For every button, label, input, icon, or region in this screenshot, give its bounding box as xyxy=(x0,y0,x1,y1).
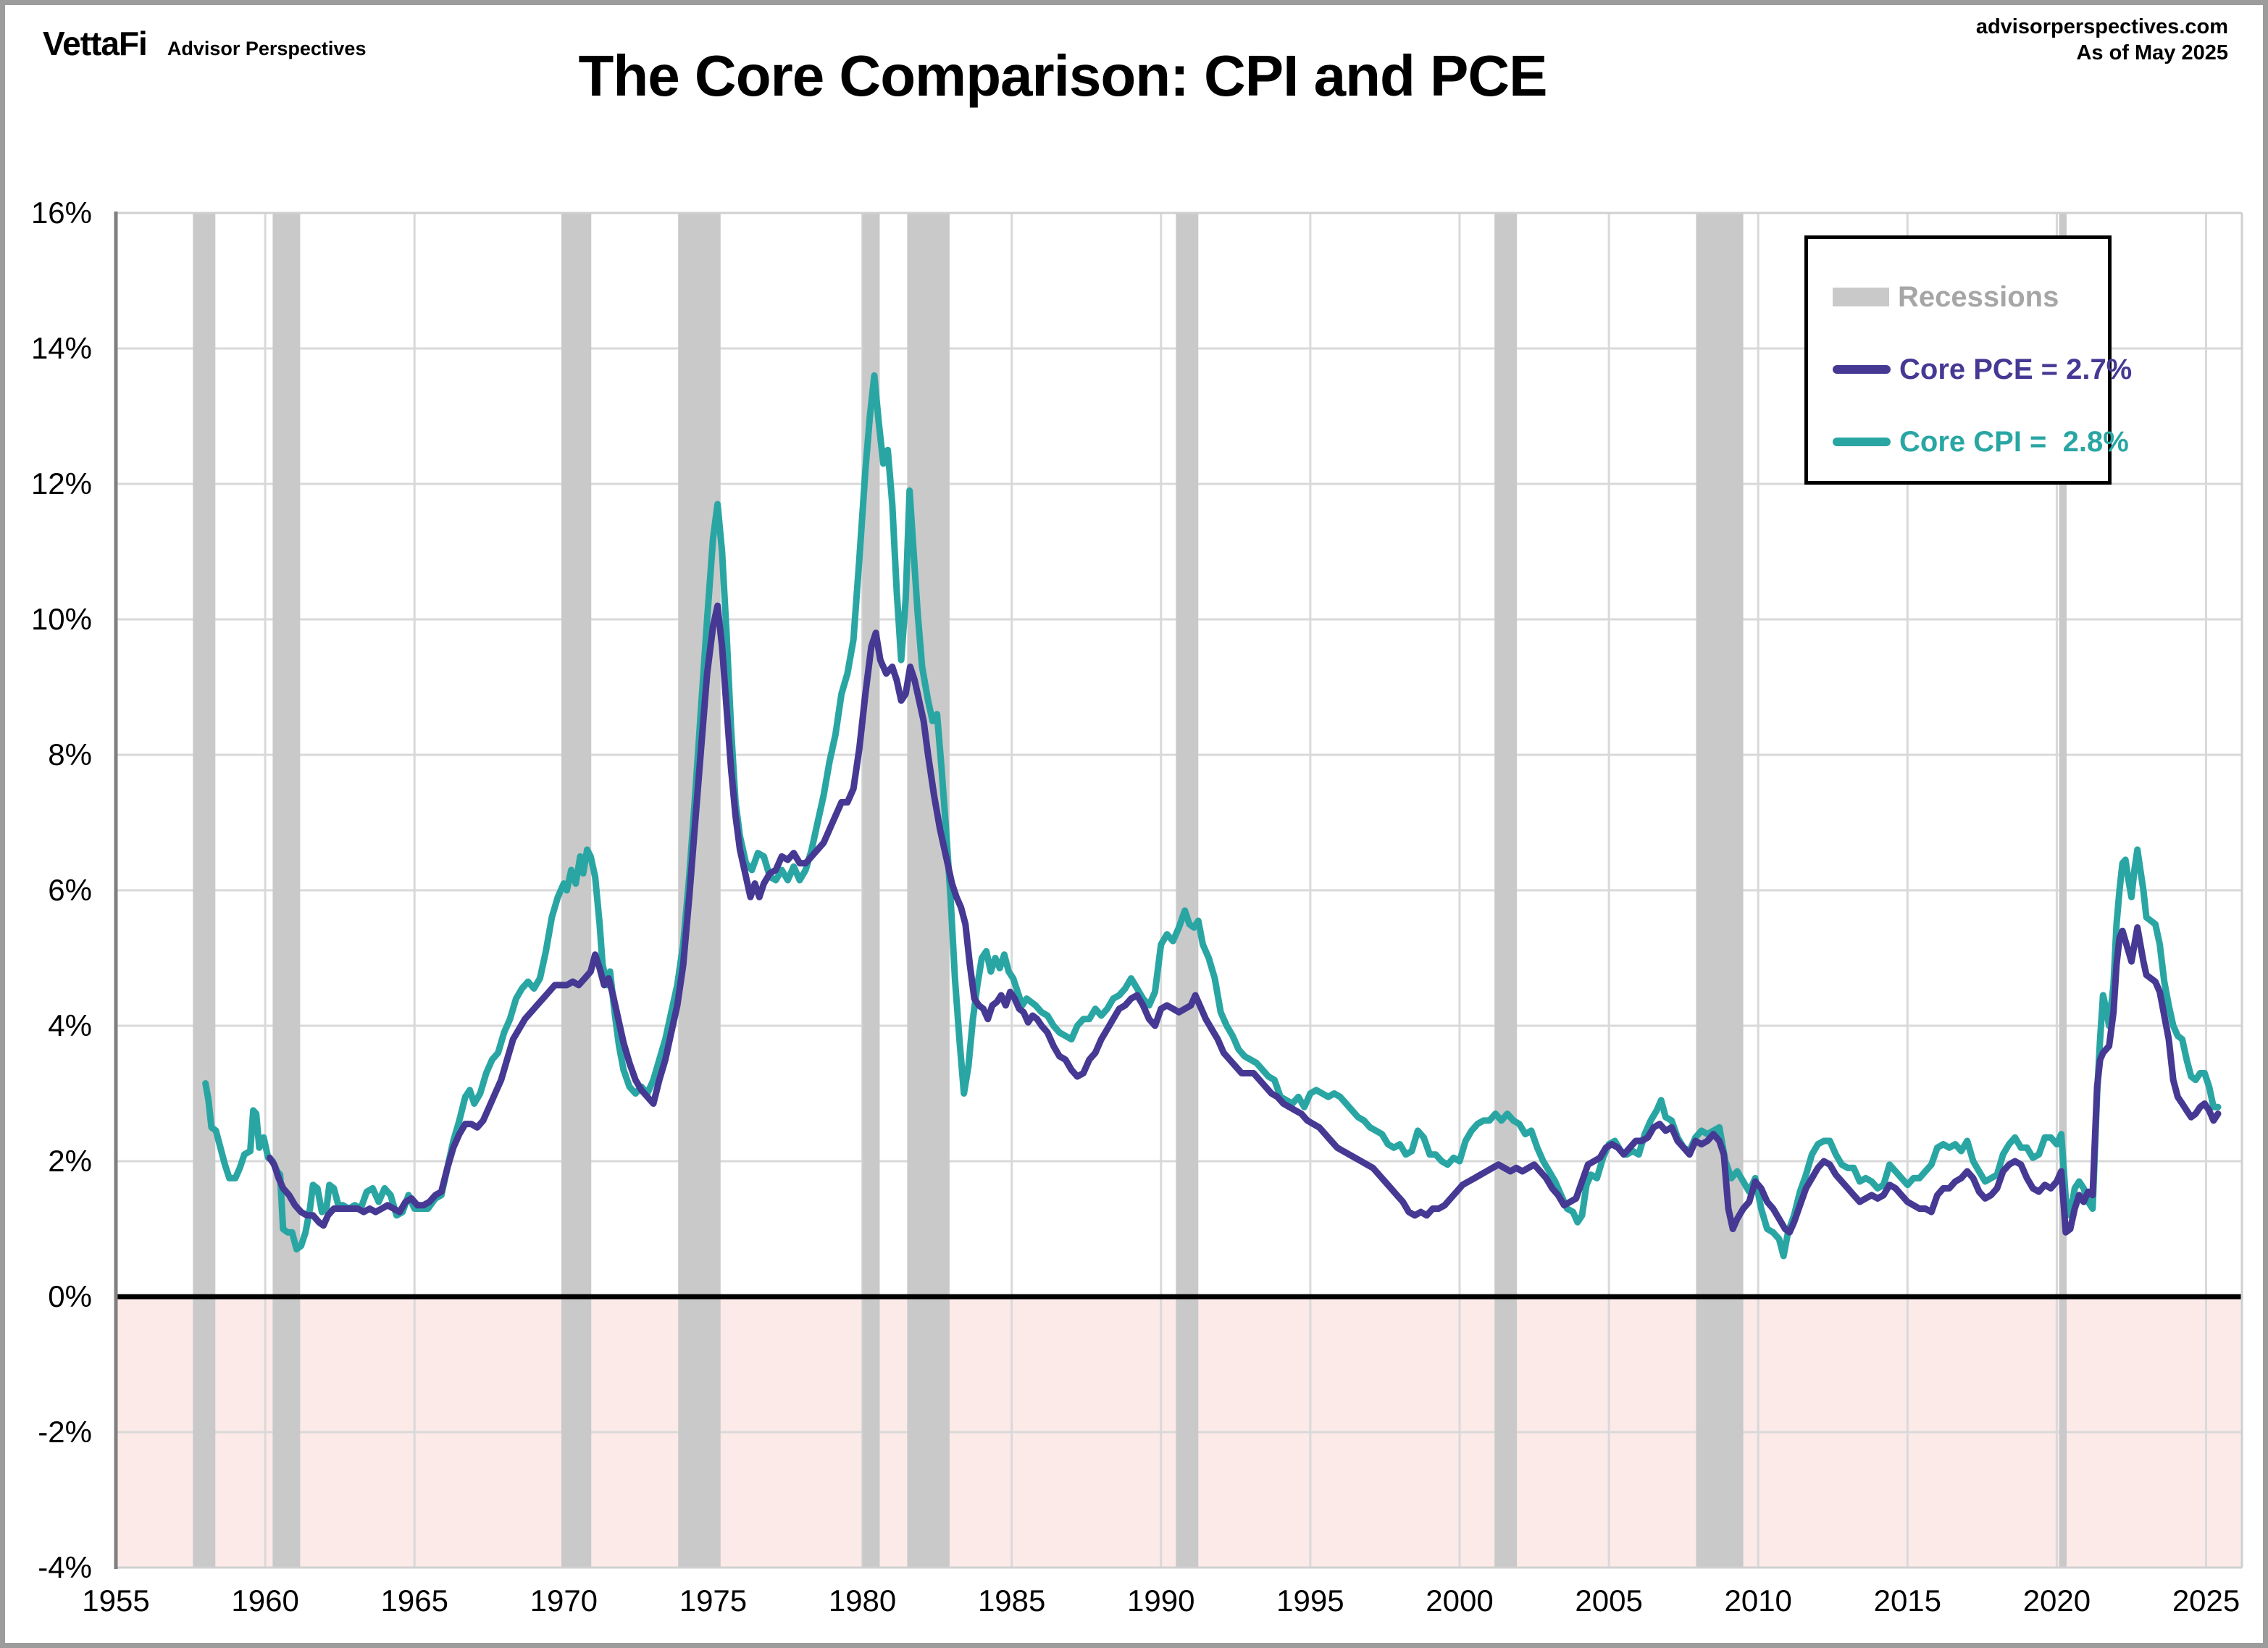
y-tick-label: 4% xyxy=(48,1008,92,1042)
x-tick-label: 2025 xyxy=(2172,1584,2240,1618)
plot-area xyxy=(114,212,2243,1569)
y-tick-label: -4% xyxy=(38,1550,92,1584)
core-cpi-line-swatch-icon xyxy=(1833,438,1891,446)
as-of-date: As of May 2025 xyxy=(2076,41,2228,64)
y-tick-label: 8% xyxy=(48,737,92,771)
x-tick-label: 1980 xyxy=(828,1584,897,1618)
y-tick-label: 12% xyxy=(30,467,92,501)
x-tick-label: 1965 xyxy=(380,1584,448,1618)
recession-bar xyxy=(1494,213,1518,1568)
recession-bar xyxy=(862,213,880,1568)
legend-core-cpi-label: Core CPI = 2.8% xyxy=(1899,425,2129,458)
y-tick-label: 14% xyxy=(30,331,92,365)
y-tick-label: 10% xyxy=(30,602,92,636)
x-tick-label: 1985 xyxy=(977,1584,1046,1618)
core-pce-line-swatch-icon xyxy=(1833,365,1891,374)
recession-bar xyxy=(1176,213,1199,1568)
y-tick-label: 2% xyxy=(48,1144,92,1178)
recession-bar xyxy=(1696,213,1744,1568)
y-tick-label: 6% xyxy=(48,873,92,907)
x-tick-label: 2000 xyxy=(1426,1584,1494,1618)
core-pce-line xyxy=(266,602,2222,1236)
x-tick-label: 1960 xyxy=(231,1584,299,1618)
x-tick-label: 1990 xyxy=(1127,1584,1195,1618)
x-tick-label: 1995 xyxy=(1276,1584,1344,1618)
x-tick-label: 2020 xyxy=(2022,1584,2091,1618)
x-tick-label: 1955 xyxy=(82,1584,150,1618)
page-title: The Core Comparison: CPI and PCE xyxy=(578,43,1547,108)
logo-subtitle: Advisor Perspectives xyxy=(167,38,367,59)
legend-recessions-label: Recessions xyxy=(1898,280,2059,313)
y-tick-label: 16% xyxy=(30,196,92,230)
recession-bar xyxy=(193,213,216,1568)
recession-bar xyxy=(678,213,721,1568)
vettafi-wordmark: VettaFi xyxy=(43,25,148,62)
legend-row-core-pce: Core PCE = 2.7% xyxy=(1808,333,2132,406)
legend: Recessions Core PCE = 2.7% Core CPI = 2.… xyxy=(1804,235,2132,485)
recession-swatch-icon xyxy=(1833,288,1889,306)
x-tick-label: 1970 xyxy=(530,1584,598,1618)
x-tick-label: 1975 xyxy=(679,1584,748,1618)
y-tick-label: -2% xyxy=(38,1415,92,1449)
core-cpi-line xyxy=(202,372,2222,1260)
x-tick-label: 2010 xyxy=(1724,1584,1792,1618)
legend-core-pce-label: Core PCE = 2.7% xyxy=(1899,353,2133,385)
legend-row-core-cpi: Core CPI = 2.8% xyxy=(1808,406,2129,478)
source-block: advisorperspectives.com As of May 2025 xyxy=(1976,14,2228,66)
recession-bar xyxy=(2059,213,2067,1568)
source-url: advisorperspectives.com xyxy=(1975,15,2228,38)
y-tick-label: 0% xyxy=(48,1279,92,1313)
vettafi-logo: VettaFi Advisor Perspectives xyxy=(43,24,366,63)
legend-row-recessions: Recessions xyxy=(1808,261,2108,333)
recession-bar xyxy=(907,213,950,1568)
x-tick-label: 2015 xyxy=(1873,1584,1942,1618)
x-tick-label: 2005 xyxy=(1575,1584,1643,1618)
recession-bar xyxy=(272,213,301,1568)
